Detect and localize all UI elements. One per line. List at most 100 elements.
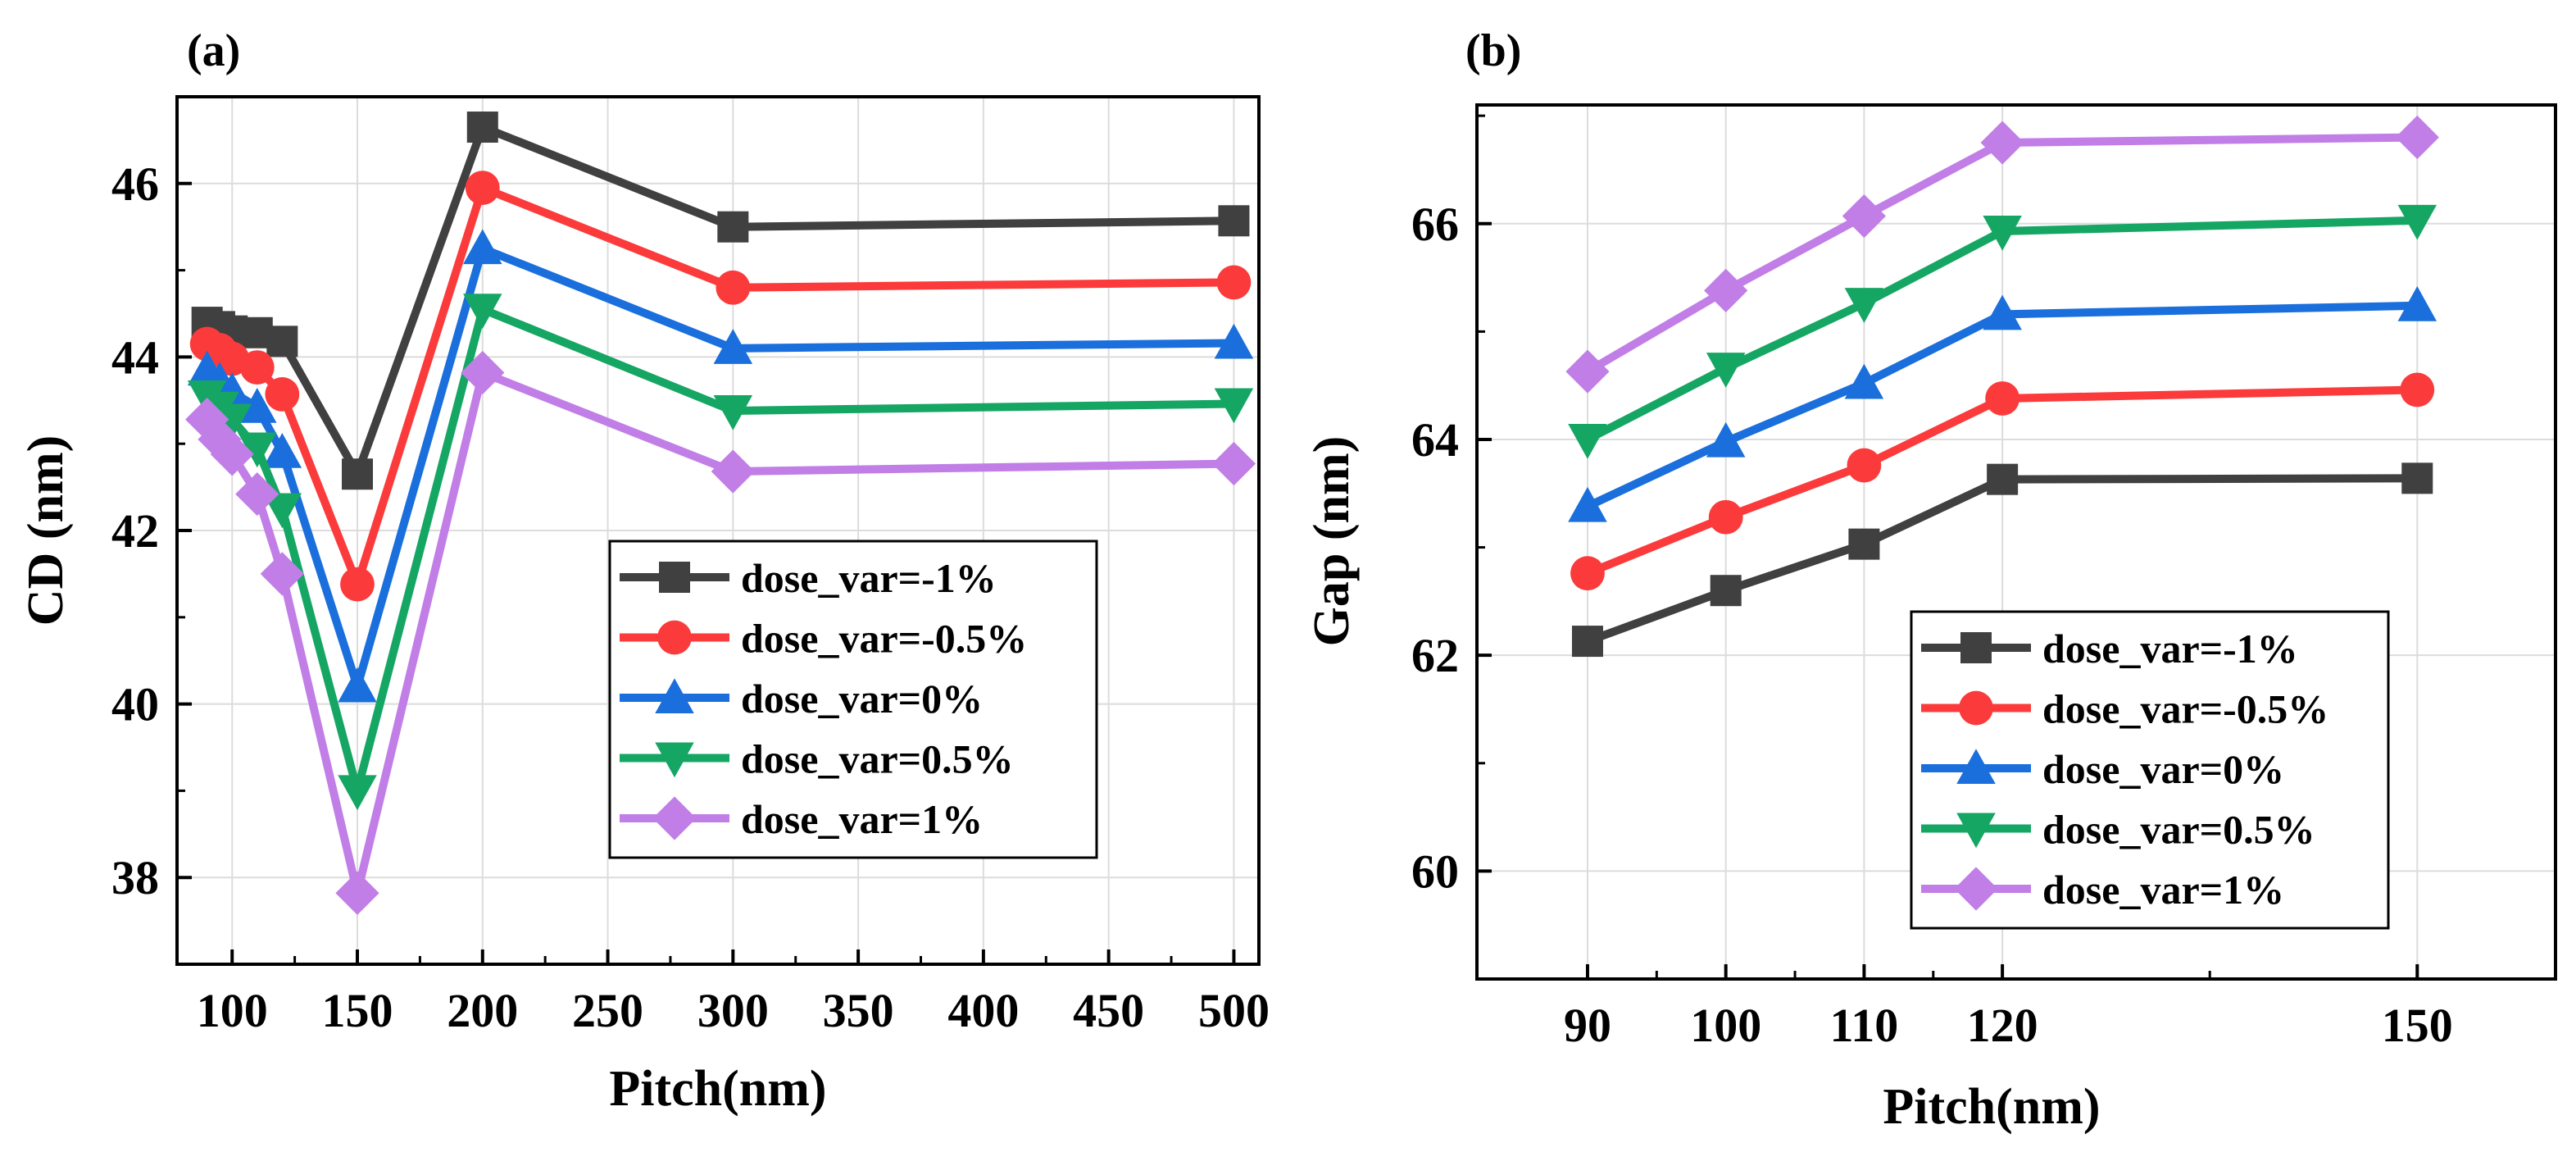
b-y-tick-label: 66 [1411,198,1459,251]
panel-b-plot-frame [1475,103,2557,981]
a-data-point [463,294,502,329]
a-data-point [463,229,502,265]
b-x-tick-label: 150 [2382,999,2453,1052]
a-legend-item: dose_var=0.5% [620,736,1014,782]
a-legend-marker [657,620,692,655]
a-x-tick-label: 350 [823,984,894,1037]
b-legend-marker [1960,632,1992,663]
b-data-point [1844,288,1884,323]
a-data-point [238,388,277,423]
b-data-point [1708,499,1743,535]
b-data-point [1568,486,1607,522]
panel-b-ticks: 90 100 110 120 150 60 62 64 66 [1411,114,2453,1052]
panel-b: (b) 90 100 110 120 150 60 62 64 66 Pitch(nm) Gap… [1304,25,2557,1135]
a-y-tick-label: 38 [111,851,159,904]
a-data-point [1216,265,1252,300]
a-y-tick-label: 46 [111,157,159,211]
a-series-4 [185,350,1256,915]
a-y-tick-label: 42 [111,504,159,558]
a-y-tick-label: 44 [111,330,159,384]
b-data-point [1844,363,1884,399]
a-data-point [260,552,304,596]
panel-a: (a) 100 150 200 250 300 350 400 450 500 38 40 42 44 4… [18,25,1270,1117]
a-legend-label: dose_var=0.5% [741,736,1014,782]
a-legend-label: dose_var=1% [741,796,983,842]
a-data-point [1214,323,1254,359]
b-legend-label: dose_var=0.5% [2042,807,2315,853]
a-legend-item: dose_var=-1% [620,555,997,601]
b-data-point [2397,204,2437,240]
b-data-point [1710,575,1742,607]
b-series-1 [1570,372,2435,591]
panel-b-label: (b) [1465,25,1521,76]
a-data-point [210,432,254,476]
a-legend-marker [655,678,694,713]
a-data-point [711,449,755,494]
b-data-point [1983,215,2022,251]
a-data-point [238,432,277,468]
b-data-point [1570,556,1605,591]
a-data-point [1214,388,1254,424]
a-data-point [713,394,753,430]
panel-a-legend-box [608,540,1098,859]
a-x-tick-label: 150 [322,984,393,1037]
a-series-0 [191,112,1250,490]
b-data-point [2400,372,2435,408]
b-data-point [1848,528,1880,560]
b-data-point [1704,268,1748,312]
b-x-tick-label: 120 [1967,999,2038,1052]
panel-a-ticks: 100 150 200 250 300 350 400 450 500 38 40 42 44 46 [111,157,1270,1037]
a-legend-item: dose_var=-0.5% [620,616,1027,662]
a-data-point [262,433,302,468]
a-data-point [338,667,377,703]
a-x-tick-label: 400 [947,984,1019,1037]
a-data-point [340,567,375,602]
a-data-point [713,329,753,364]
b-series-0 [1571,462,2433,658]
a-data-point [198,417,242,462]
b-data-point [2401,462,2433,494]
a-x-tick-label: 450 [1073,984,1144,1037]
b-y-tick-label: 62 [1411,629,1459,682]
b-series-4 [1565,115,2439,394]
b-data-point [1847,448,1882,483]
b-data-point [1565,349,1610,394]
b-y-tick-label: 64 [1411,413,1459,467]
panel-a-series [185,112,1256,915]
b-y-tick-label: 60 [1411,845,1459,898]
b-data-point [1987,463,2019,495]
b-legend-item: dose_var=0.5% [1921,807,2315,853]
a-data-point [335,871,379,915]
b-data-point [1983,294,2022,330]
a-series-1 [189,171,1252,602]
a-data-point [338,775,377,811]
panel-a-label: (a) [187,25,240,76]
a-legend-item: dose_var=1% [620,796,983,842]
b-legend-label: dose_var=-0.5% [2042,686,2328,732]
b-legend-label: dose_var=-1% [2042,626,2298,672]
b-legend-marker [1954,867,1998,911]
panel-b-y-axis-label: Gap (nm) [1304,436,1360,647]
panel-b-series [1565,115,2439,658]
b-data-point [1571,626,1603,658]
a-data-point [235,471,279,517]
a-data-point [465,171,500,205]
a-data-point [265,376,300,412]
a-x-tick-label: 300 [697,984,769,1037]
b-legend-marker [1956,813,1996,849]
b-legend-label: dose_var=0% [2042,746,2284,792]
b-data-point [2397,286,2437,321]
a-x-tick-label: 250 [572,984,643,1037]
a-data-point [461,350,505,395]
b-legend-item: dose_var=1% [1921,867,2284,913]
b-legend-label: dose_var=1% [2042,867,2284,913]
a-data-point [1211,441,1256,486]
a-data-point [185,397,229,442]
a-legend-item: dose_var=0% [620,676,983,722]
a-data-point [212,403,252,439]
panel-a-legend: dose_var=-1% dose_var=-0.5% dose_var=0%dos… [608,540,1098,859]
a-legend-label: dose_var=-1% [741,555,997,601]
a-series-line [206,123,1234,479]
b-legend-item: dose_var=0% [1921,746,2284,792]
